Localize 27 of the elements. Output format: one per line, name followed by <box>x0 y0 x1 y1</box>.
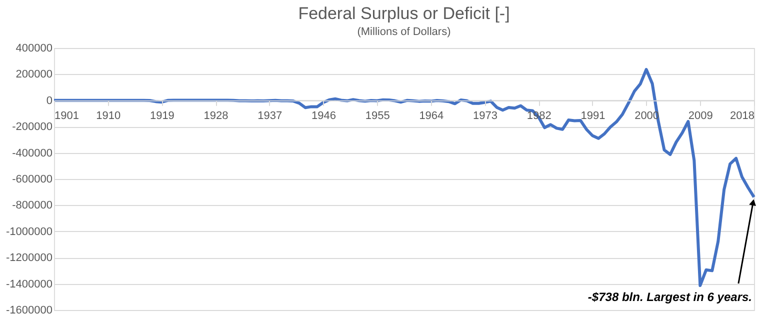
y-tick-label: -1600000 <box>6 304 52 316</box>
y-tick-label: -1000000 <box>6 226 52 238</box>
y-tick-label: 200000 <box>16 68 52 81</box>
x-tick-label: 1937 <box>258 110 282 122</box>
chart-title: Federal Surplus or Deficit [-] <box>298 4 510 23</box>
x-tick-label: 2009 <box>688 110 713 122</box>
y-tick-label: 0 <box>46 94 52 107</box>
x-tick-label: 1973 <box>473 110 498 122</box>
y-tick-label: -1200000 <box>6 252 52 264</box>
x-tick-label: 2018 <box>730 110 754 122</box>
x-tick-label: 1946 <box>311 110 336 122</box>
y-tick-label: -800000 <box>12 200 52 212</box>
annotation: -$738 bln. Largest in 6 years. <box>588 290 752 304</box>
y-tick-label: -1400000 <box>6 278 52 290</box>
x-tick-label: 1910 <box>96 110 121 122</box>
x-tick-label: 1955 <box>365 110 390 122</box>
chart-subtitle: (Millions of Dollars) <box>357 26 451 38</box>
y-tick-label: 400000 <box>16 42 52 54</box>
x-tick-label: 1901 <box>54 110 79 122</box>
x-tick-label: 1964 <box>419 110 444 122</box>
y-tick-label: -400000 <box>12 147 52 160</box>
x-tick-label: 1919 <box>150 110 174 122</box>
y-tick-label: -200000 <box>12 121 52 134</box>
line-series <box>52 68 756 288</box>
y-tick-label: -600000 <box>12 174 52 186</box>
x-tick-label: 1928 <box>204 110 228 122</box>
x-tick-label: 1991 <box>580 110 606 122</box>
